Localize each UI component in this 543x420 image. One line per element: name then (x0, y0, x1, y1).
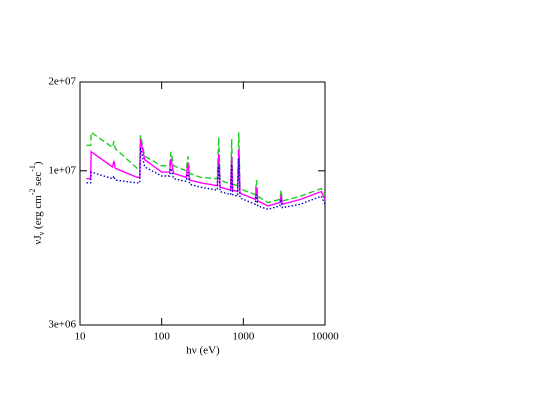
y-tick-label: 1e+07 (48, 164, 76, 176)
plot-frame (79, 81, 326, 326)
y-axis-label: νJν (erg cm-2 sec-1) (28, 161, 46, 244)
x-tick-label: 10 (75, 331, 87, 343)
y-label-part: -2 (28, 189, 37, 196)
x-tick-label: 10000 (311, 331, 339, 343)
x-tick-label: 100 (153, 331, 170, 343)
data-line (86, 131, 326, 204)
y-label-part: ν (37, 231, 46, 235)
y-label-part: ) (32, 161, 44, 165)
y-label-part: (erg cm (32, 195, 44, 232)
x-tick-label: 1000 (232, 331, 255, 343)
y-label-part: sec (32, 172, 44, 189)
y-tick-label: 3e+06 (48, 319, 76, 331)
y-label-part: νJ (32, 235, 44, 245)
data-line (86, 139, 326, 207)
x-axis-label: hν (eV) (186, 345, 220, 357)
y-tick-label: 2e+07 (48, 76, 76, 88)
data-line (86, 147, 326, 211)
y-label-part: -1 (28, 165, 37, 172)
